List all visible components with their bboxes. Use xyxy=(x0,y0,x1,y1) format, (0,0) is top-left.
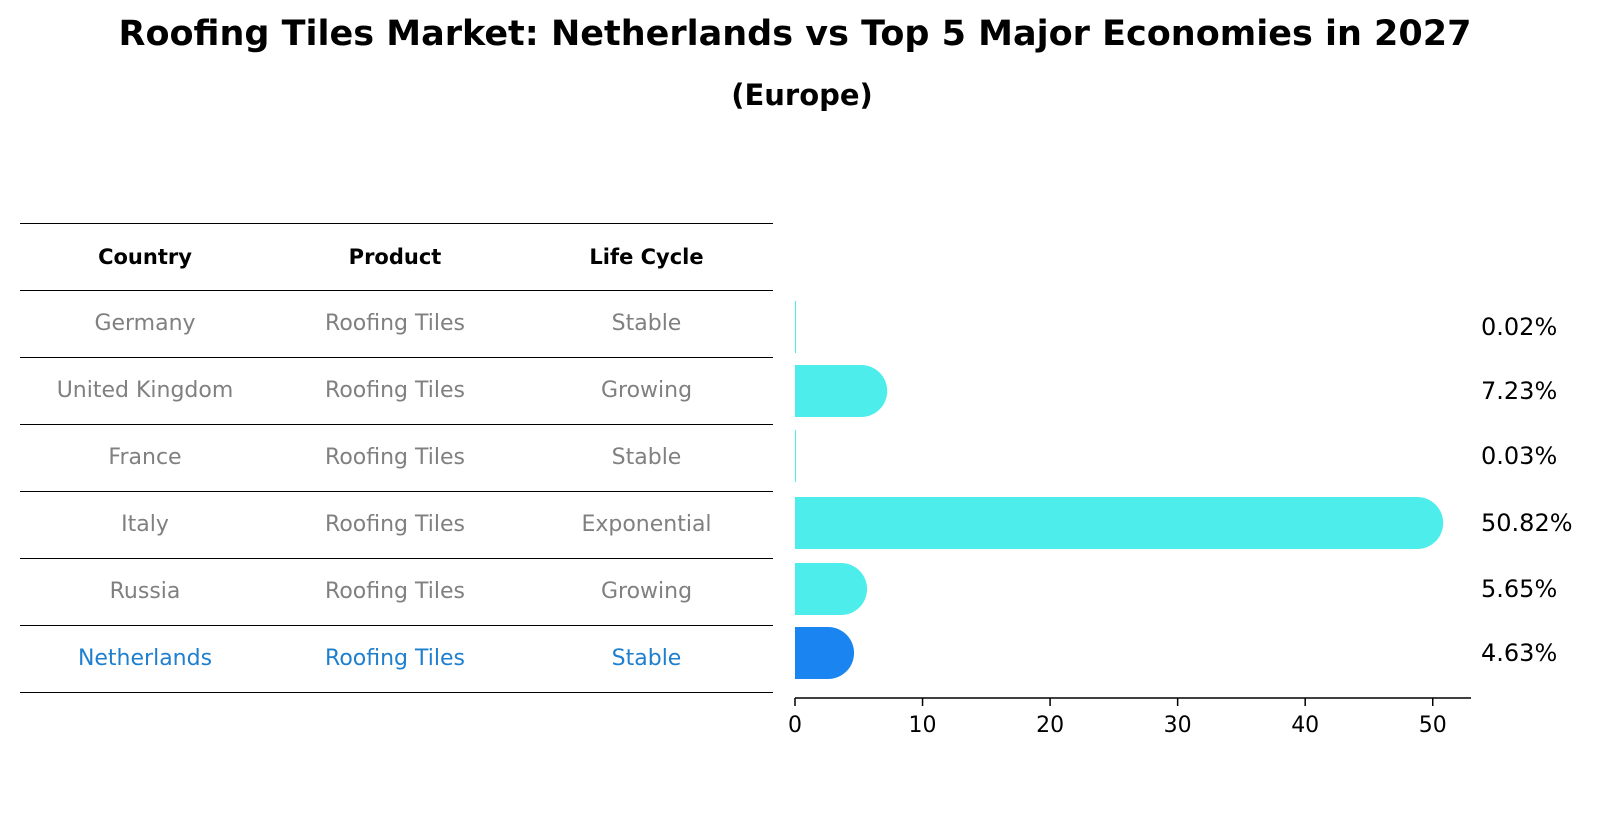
life-cycle-cell: Stable xyxy=(611,646,682,671)
table-row: Russia Roofing Tiles Growing xyxy=(20,558,773,625)
country-table: Country Product Life Cycle Germany Roofi… xyxy=(20,223,773,693)
country-cell: Italy xyxy=(121,512,169,537)
life-cycle-cell: Stable xyxy=(611,311,682,336)
country-cell: Netherlands xyxy=(77,646,213,671)
product-cell: Roofing Tiles xyxy=(325,512,465,537)
life-cycle-cell: Stable xyxy=(611,445,682,470)
header-product: Product xyxy=(348,245,442,269)
table-row-highlighted: Netherlands Roofing Tiles Stable xyxy=(20,625,773,693)
value-label: 0.03% xyxy=(1481,442,1557,470)
value-label: 5.65% xyxy=(1481,575,1557,603)
table-row: Italy Roofing Tiles Exponential xyxy=(20,491,773,558)
x-tick-label: 0 xyxy=(788,713,802,738)
x-tick-label: 10 xyxy=(909,713,937,738)
product-cell: Roofing Tiles xyxy=(325,579,465,604)
x-tick-label: 50 xyxy=(1419,713,1447,738)
bar-united-kingdom xyxy=(795,365,888,417)
value-label: 0.02% xyxy=(1481,313,1557,341)
country-cell: United Kingdom xyxy=(56,378,234,403)
country-cell: Russia xyxy=(109,579,181,604)
product-cell: Roofing Tiles xyxy=(325,646,465,671)
product-cell: Roofing Tiles xyxy=(325,311,465,336)
table-row: Germany Roofing Tiles Stable xyxy=(20,290,773,357)
bar-netherlands xyxy=(795,627,855,679)
x-tick-label: 30 xyxy=(1164,713,1192,738)
chart-subtitle: (Europe) xyxy=(731,78,873,112)
value-label: 7.23% xyxy=(1481,377,1557,405)
value-label: 50.82% xyxy=(1481,509,1573,537)
table-row: United Kingdom Roofing Tiles Growing xyxy=(20,357,773,424)
table-row: France Roofing Tiles Stable xyxy=(20,424,773,491)
country-cell: France xyxy=(108,445,182,470)
bar-russia xyxy=(795,563,868,615)
value-label: 4.63% xyxy=(1481,639,1557,667)
product-cell: Roofing Tiles xyxy=(325,445,465,470)
country-cell: Germany xyxy=(94,311,196,336)
product-cell: Roofing Tiles xyxy=(325,378,465,403)
header-country: Country xyxy=(98,245,192,269)
bar-france xyxy=(795,430,796,482)
life-cycle-cell: Growing xyxy=(600,378,693,403)
life-cycle-cell: Growing xyxy=(600,579,693,604)
header-life-cycle: Life Cycle xyxy=(589,245,704,269)
table-header-row: Country Product Life Cycle xyxy=(20,223,773,290)
life-cycle-cell: Exponential xyxy=(581,512,712,537)
bar-italy xyxy=(795,497,1444,549)
x-tick-label: 40 xyxy=(1291,713,1319,738)
x-tick-label: 20 xyxy=(1036,713,1064,738)
chart-title: Roofing Tiles Market: Netherlands vs Top… xyxy=(118,14,1472,54)
bar-germany xyxy=(795,301,796,353)
